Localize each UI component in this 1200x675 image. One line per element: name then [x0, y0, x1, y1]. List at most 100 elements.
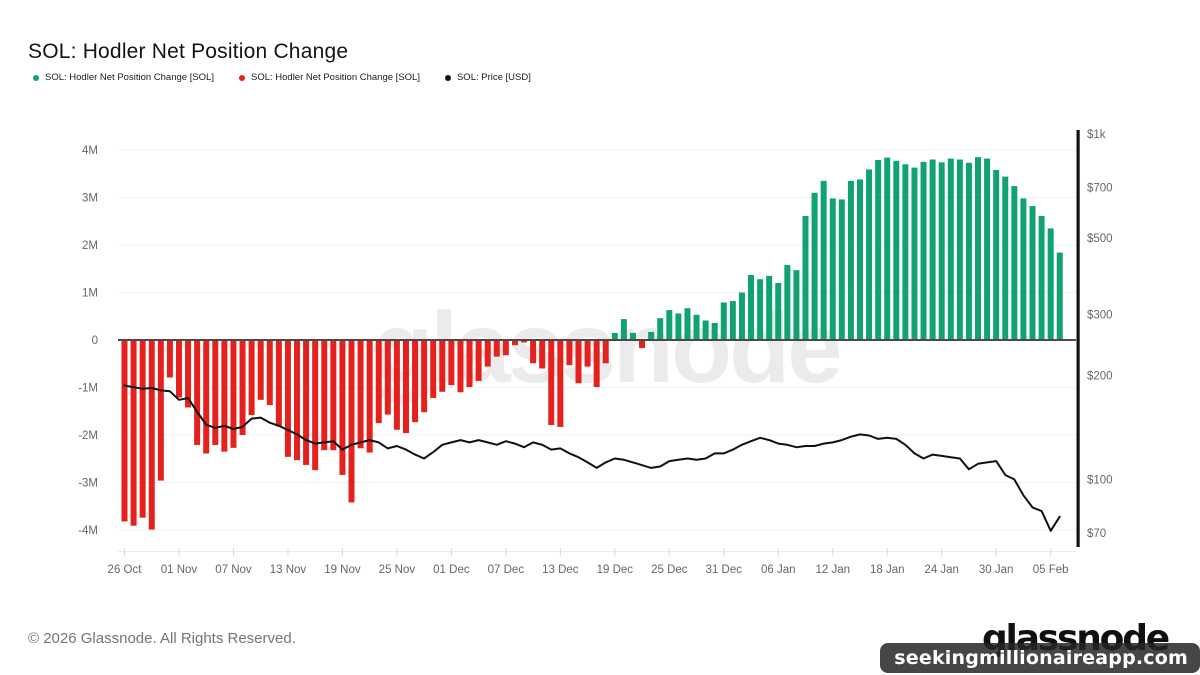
- bar: [303, 340, 310, 465]
- x-axis-tick-label: 07 Dec: [488, 564, 525, 576]
- bar: [185, 340, 192, 408]
- bar: [666, 310, 673, 340]
- bar: [893, 160, 900, 340]
- bar: [1020, 198, 1027, 340]
- bar: [956, 159, 963, 340]
- bar: [294, 340, 301, 461]
- bar: [575, 340, 582, 384]
- bar: [375, 340, 382, 424]
- bar: [121, 340, 128, 522]
- left-axis-tick-label: 2M: [82, 240, 98, 252]
- right-axis-tick-label: $500: [1087, 233, 1113, 245]
- bar: [593, 340, 600, 388]
- bar: [539, 340, 546, 369]
- bar: [557, 340, 564, 427]
- bar: [321, 340, 328, 451]
- right-axis-tick-label: $200: [1087, 370, 1113, 382]
- bar: [902, 164, 909, 340]
- x-axis-tick-label: 26 Oct: [108, 564, 143, 576]
- bar: [757, 279, 764, 340]
- bar: [884, 157, 891, 340]
- bar: [393, 340, 400, 430]
- bar: [384, 340, 391, 415]
- bar: [602, 340, 609, 364]
- bar: [439, 340, 446, 392]
- bar: [511, 340, 518, 346]
- bar: [475, 340, 482, 381]
- bar: [1047, 228, 1054, 341]
- bar: [203, 340, 210, 454]
- bar: [357, 340, 364, 449]
- x-axis-tick-label: 19 Nov: [324, 564, 361, 576]
- left-axis-tick-label: 4M: [82, 145, 98, 157]
- bar: [148, 340, 155, 530]
- bar: [620, 319, 627, 340]
- chart-canvas[interactable]: glassnode4M3M2M1M0-1M-2M-3M-4M$1k$700$50…: [0, 0, 1200, 600]
- x-axis-tick-label: 25 Nov: [379, 564, 416, 576]
- bar: [430, 340, 437, 398]
- bar: [312, 340, 319, 471]
- x-axis-tick-label: 13 Nov: [270, 564, 307, 576]
- bar: [938, 162, 945, 340]
- bar: [248, 340, 255, 416]
- bar: [611, 332, 618, 341]
- left-axis-tick-label: -4M: [78, 525, 98, 537]
- bar: [875, 159, 882, 340]
- bar: [130, 340, 137, 526]
- price-line: [123, 384, 1061, 532]
- x-axis-tick-label: 30 Jan: [979, 564, 1014, 576]
- bar: [775, 283, 782, 340]
- left-axis-tick-label: -2M: [78, 430, 98, 442]
- bar: [820, 180, 827, 341]
- bar: [629, 332, 636, 341]
- bar: [230, 340, 237, 448]
- right-axis-tick-label: $1k: [1087, 129, 1106, 141]
- legend-label: SOL: Hodler Net Position Change [SOL]: [250, 72, 420, 83]
- bar: [348, 340, 355, 503]
- bar: [466, 340, 473, 388]
- bar: [811, 192, 818, 340]
- bar: [412, 340, 419, 423]
- bar: [729, 301, 736, 340]
- bar: [793, 270, 800, 341]
- bar: [738, 292, 745, 340]
- bar: [711, 322, 718, 340]
- chart-legend: SOL: Hodler Net Position Change [SOL] SO…: [33, 72, 556, 83]
- bar: [330, 340, 337, 451]
- legend-item-hodler-negative[interactable]: SOL: Hodler Net Position Change [SOL]: [238, 72, 420, 83]
- legend-item-hodler-positive[interactable]: SOL: Hodler Net Position Change [SOL]: [33, 72, 214, 83]
- bar: [175, 340, 182, 398]
- x-axis-tick-label: 13 Dec: [542, 564, 579, 576]
- bar: [838, 199, 845, 340]
- bar: [584, 340, 591, 367]
- promo-watermark: seekingmillionaireapp.com: [880, 643, 1200, 673]
- right-axis-tick-label: $100: [1087, 474, 1113, 486]
- bar: [239, 340, 246, 435]
- bar: [221, 340, 228, 452]
- black-dot-icon: [444, 74, 451, 81]
- bar: [675, 313, 682, 340]
- bar: [856, 179, 863, 340]
- x-axis-tick-label: 07 Nov: [215, 564, 252, 576]
- bar: [693, 314, 700, 340]
- bar: [1029, 206, 1036, 340]
- legend-item-price[interactable]: SOL: Price [USD]: [444, 72, 531, 83]
- bar: [802, 216, 809, 340]
- bar: [975, 157, 982, 341]
- bar: [157, 340, 164, 481]
- bar: [766, 275, 773, 341]
- left-axis-tick-label: -3M: [78, 478, 98, 490]
- bar: [648, 331, 655, 341]
- right-axis-line: [1076, 130, 1080, 547]
- bar: [1011, 186, 1018, 340]
- bar: [502, 340, 509, 356]
- bar: [402, 340, 409, 434]
- legend-label: SOL: Hodler Net Position Change [SOL]: [45, 72, 214, 83]
- left-axis-tick-label: 1M: [82, 288, 98, 300]
- bar: [965, 162, 972, 340]
- copyright-text: © 2026 Glassnode. All Rights Reserved.: [28, 630, 296, 647]
- bar: [639, 340, 646, 349]
- bar: [920, 161, 927, 341]
- bar: [866, 169, 873, 340]
- bar: [521, 340, 528, 343]
